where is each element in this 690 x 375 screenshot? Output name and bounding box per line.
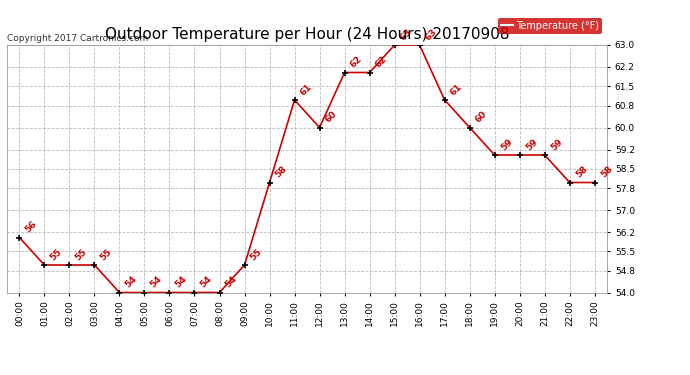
Text: 63: 63 xyxy=(399,27,414,42)
Text: 54: 54 xyxy=(174,274,189,290)
Text: Copyright 2017 Cartronics.com: Copyright 2017 Cartronics.com xyxy=(7,33,148,42)
Text: 60: 60 xyxy=(324,110,339,125)
Text: 59: 59 xyxy=(524,137,539,152)
Text: 54: 54 xyxy=(224,274,239,290)
Text: 56: 56 xyxy=(23,219,39,235)
Text: 63: 63 xyxy=(424,27,439,42)
Title: Outdoor Temperature per Hour (24 Hours) 20170908: Outdoor Temperature per Hour (24 Hours) … xyxy=(105,27,509,42)
Text: 58: 58 xyxy=(274,165,289,180)
Text: 61: 61 xyxy=(299,82,314,97)
Text: 62: 62 xyxy=(348,54,364,70)
Text: 55: 55 xyxy=(99,247,114,262)
Text: 58: 58 xyxy=(574,165,589,180)
Legend: Temperature (°F): Temperature (°F) xyxy=(498,18,602,33)
Text: 61: 61 xyxy=(448,82,464,97)
Text: 54: 54 xyxy=(199,274,214,290)
Text: 55: 55 xyxy=(48,247,63,262)
Text: 55: 55 xyxy=(248,247,264,262)
Text: 58: 58 xyxy=(599,165,614,180)
Text: 59: 59 xyxy=(549,137,564,152)
Text: 62: 62 xyxy=(374,54,389,70)
Text: 59: 59 xyxy=(499,137,514,152)
Text: 54: 54 xyxy=(124,274,139,290)
Text: 60: 60 xyxy=(474,110,489,125)
Text: 54: 54 xyxy=(148,274,164,290)
Text: 55: 55 xyxy=(74,247,89,262)
